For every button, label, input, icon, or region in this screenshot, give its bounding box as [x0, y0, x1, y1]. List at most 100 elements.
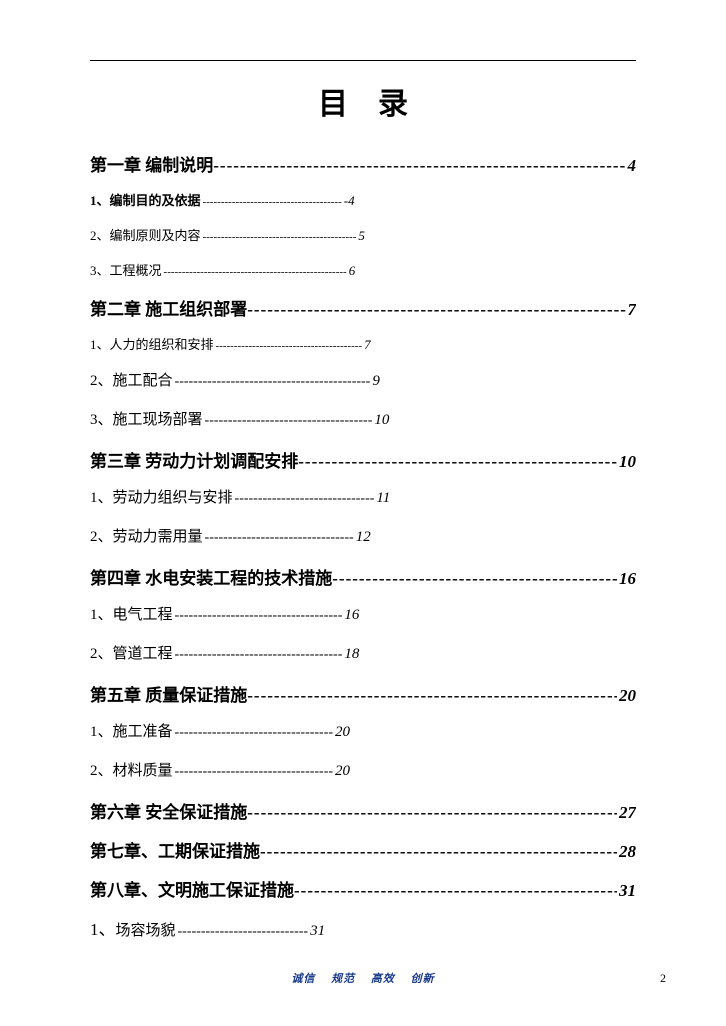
footer-word: 规范 [331, 973, 355, 985]
sub-row: 2、编制原则及内容-------------------------------… [90, 225, 636, 244]
chapter-title: 第八章、文明施工保证措施 [90, 876, 294, 901]
leader-dashes: ----------------------------------------… [260, 842, 617, 862]
sub-page: 16 [344, 607, 359, 624]
chapter-row: 第一章 编制说明--------------------------------… [90, 151, 636, 176]
leader-dashes: ---------------------------- [176, 924, 311, 940]
leader-dashes: ------------------------------------ [203, 413, 375, 429]
leader-dashes: ---------------------------------- [173, 764, 336, 780]
sub-title: 施工现场部署 [113, 408, 203, 429]
sub-title: 编制原则及内容 [110, 225, 201, 244]
sub-row: 1、劳动力组织与安排------------------------------… [90, 486, 636, 507]
sub-page: -4 [344, 193, 355, 209]
sub-number: 1、 [90, 486, 113, 507]
sub-title: 人力的组织和安排 [110, 334, 214, 353]
footer-word: 创新 [411, 973, 435, 985]
leader-dashes: ---------------------------------- [173, 725, 336, 741]
chapter-row: 第七章、工期保证措施------------------------------… [90, 837, 636, 862]
leader-dashes: ----------------------------------------… [298, 452, 617, 472]
sub-page: 5 [358, 228, 365, 244]
leader-dashes: ------------------------------------ [173, 647, 345, 663]
chapter-page: 20 [617, 686, 636, 706]
sub-number: 2、 [90, 642, 113, 663]
leader-dashes: ----------------------------------------… [247, 300, 625, 320]
sub-page: 11 [376, 490, 390, 507]
leader-dashes: ---------------------------------------- [214, 340, 365, 352]
chapter-title: 第七章、工期保证措施 [90, 837, 260, 862]
sub-title: 编制目的及依据 [110, 190, 201, 209]
sub-number: 2、 [90, 525, 113, 546]
top-rule [90, 60, 636, 61]
leader-dashes: ----------------------------------------… [247, 686, 617, 706]
chapter-page: 31 [617, 881, 636, 901]
doc-title: 目录 [90, 79, 636, 123]
sub-page: 12 [356, 529, 371, 546]
sub-title: 劳动力需用量 [113, 525, 203, 546]
sub-title: 场容场貌 [116, 919, 176, 940]
chapter-title: 第一章 编制说明 [90, 151, 213, 176]
chapter-title: 第四章 水电安装工程的技术措施 [90, 564, 332, 589]
leader-dashes: ----------------------------------------… [162, 266, 349, 278]
sub-row: 1、施工准备----------------------------------… [90, 720, 636, 741]
sub-row: 2、劳动力需用量--------------------------------… [90, 525, 636, 546]
sub-title: 施工准备 [113, 720, 173, 741]
chapter-row: 第六章 安全保证措施------------------------------… [90, 798, 636, 823]
sub-page: 6 [349, 263, 356, 279]
footer-word: 诚信 [291, 973, 315, 985]
sub-row: 3、工程概况----------------------------------… [90, 260, 636, 279]
sub-number: 1、 [90, 720, 113, 741]
sub-number: 2、 [90, 225, 110, 244]
chapter-page: 28 [617, 842, 636, 862]
chapter-page: 27 [617, 803, 636, 823]
sub-row: 2、材料质量----------------------------------… [90, 759, 636, 780]
sub-number: 1、 [90, 603, 113, 624]
footer-motto: 诚信 规范 高效 创新 [0, 970, 726, 986]
sub-page: 31 [310, 923, 325, 940]
chapter-title: 第六章 安全保证措施 [90, 798, 247, 823]
table-of-contents: 第一章 编制说明--------------------------------… [90, 151, 636, 940]
sub-title: 电气工程 [113, 603, 173, 624]
chapter-page: 4 [626, 156, 637, 176]
leader-dashes: ----------------------------------------… [201, 231, 359, 243]
leader-dashes: -------------------------------- [203, 530, 356, 546]
sub-title: 管道工程 [113, 642, 173, 663]
sub-number: 3、 [90, 260, 110, 279]
chapter-page: 10 [617, 452, 636, 472]
sub-row: 1、 场容场貌----------------------------31 [90, 915, 636, 940]
leader-dashes: ----------------------------------------… [294, 881, 617, 901]
sub-number: 3、 [90, 408, 113, 429]
footer-word: 高效 [371, 973, 395, 985]
sub-number: 1、 [90, 190, 110, 209]
leader-dashes: -------------------------------------- [201, 196, 344, 208]
sub-row: 3、施工现场部署--------------------------------… [90, 408, 636, 429]
sub-page: 7 [364, 337, 371, 353]
sub-page: 10 [374, 412, 389, 429]
leader-dashes: ----------------------------------------… [332, 569, 617, 589]
sub-number: 1、 [90, 915, 116, 940]
sub-title: 材料质量 [113, 759, 173, 780]
leader-dashes: ----------------------------------------… [213, 156, 625, 176]
sub-number: 1、 [90, 334, 110, 353]
leader-dashes: ------------------------------ [233, 491, 377, 507]
sub-number: 2、 [90, 369, 113, 390]
sub-row: 1、人力的组织和安排------------------------------… [90, 334, 636, 353]
chapter-row: 第五章 质量保证措施------------------------------… [90, 681, 636, 706]
sub-page: 18 [344, 646, 359, 663]
sub-page: 20 [335, 724, 350, 741]
sub-row: 2、施工配合----------------------------------… [90, 369, 636, 390]
chapter-title: 第五章 质量保证措施 [90, 681, 247, 706]
sub-number: 2、 [90, 759, 113, 780]
sub-title: 工程概况 [110, 260, 162, 279]
sub-page: 20 [335, 763, 350, 780]
leader-dashes: ----------------------------------------… [247, 803, 617, 823]
sub-row: 2、管道工程----------------------------------… [90, 642, 636, 663]
chapter-page: 16 [617, 569, 636, 589]
chapter-title: 第二章 施工组织部署 [90, 295, 247, 320]
leader-dashes: ------------------------------------ [173, 608, 345, 624]
sub-title: 劳动力组织与安排 [113, 486, 233, 507]
chapter-title: 第三章 劳动力计划调配安排 [90, 447, 298, 472]
page-number: 2 [660, 971, 666, 986]
chapter-row: 第二章 施工组织部署------------------------------… [90, 295, 636, 320]
sub-row: 1、电气工程----------------------------------… [90, 603, 636, 624]
chapter-page: 7 [626, 300, 637, 320]
chapter-row: 第三章 劳动力计划调配安排---------------------------… [90, 447, 636, 472]
